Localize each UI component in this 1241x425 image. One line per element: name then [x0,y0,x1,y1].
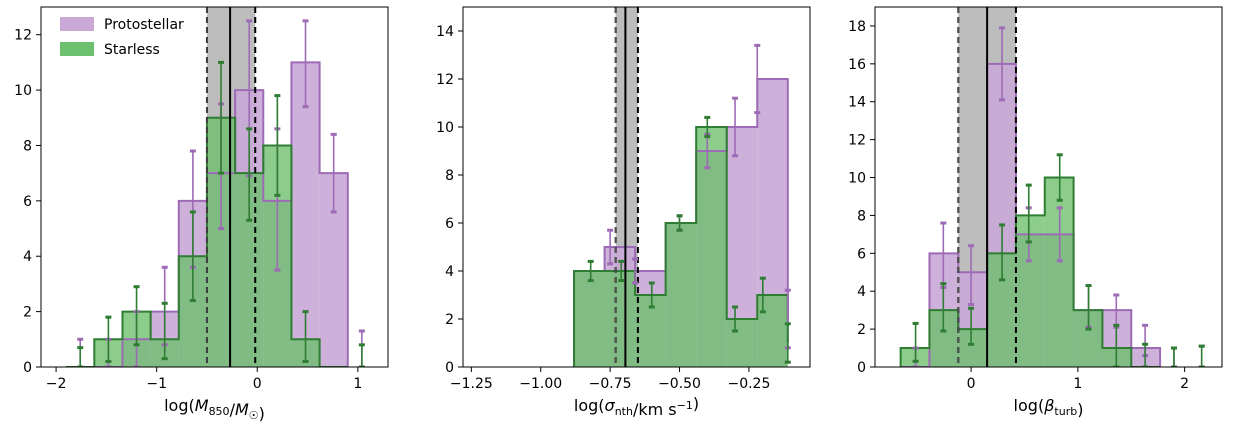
y-tick-label: 4 [23,249,32,265]
starless-bar [1044,177,1074,367]
x-axis-label: log(βturb) [1014,396,1084,419]
y-tick-label: 12 [848,133,866,149]
x-tick-label: −0.50 [658,376,701,392]
y-tick-label: 16 [848,57,866,73]
starless-bar [757,295,788,367]
starless-bar [726,319,758,367]
axes-frame [40,6,389,368]
starless-bar [574,271,605,367]
starless-outline [899,176,1161,367]
x-tick-label: 0 [253,376,262,392]
plot-area [66,7,365,367]
y-tick-label: 12 [436,72,454,88]
y-tick-label: 6 [23,194,32,210]
y-tick-label: 0 [857,360,866,376]
x-tick-label: −1.25 [450,376,493,392]
y-tick-label: 0 [23,360,32,376]
y-tick-label: 2 [445,312,454,328]
y-tick-label: 6 [445,216,454,232]
x-tick-label: 1 [353,376,362,392]
legend: Protostellar Starless [60,17,184,58]
x-tick-label: −2 [46,376,67,392]
legend-label-protostellar: Protostellar [104,17,184,33]
starless-bar [1015,215,1045,367]
y-tick-label: 8 [445,168,454,184]
y-tick-label: 2 [857,322,866,338]
panel-sigma-nth: 0 2 4 6 8 10 12 14 −1.25 −1.00 −0.75 −0.50 −0.25 log(… [436,6,811,419]
y-tick-label: 10 [14,83,32,99]
legend-swatch-starless [60,42,94,56]
y-tick-label: 18 [848,19,866,35]
x-tick-label: −0.75 [589,376,632,392]
x-axis-label: log(σnth/km s−1) [574,394,699,419]
y-tick-label: 0 [445,360,454,376]
y-tick-label: 4 [445,264,454,280]
axes-frame [462,6,811,368]
x-axis-label: log(M850/M☉) [164,396,265,423]
y-tick-label: 14 [848,95,866,111]
y-tick-label: 14 [436,24,454,40]
x-tick-label: −1 [146,376,167,392]
starless-bar [696,127,727,367]
legend-swatch-protostellar [60,17,94,31]
y-tick-label: 6 [857,246,866,262]
plot-area [899,7,1205,367]
x-tick-label: 0 [967,376,976,392]
y-tick-label: 12 [14,28,32,44]
x-tick-label: −0.25 [727,376,770,392]
y-tick-label: 10 [436,120,454,136]
y-tick-label: 2 [23,305,32,321]
x-tick-label: −1.00 [519,376,562,392]
y-tick-label: 8 [23,138,32,154]
y-tick-label: 8 [857,208,866,224]
starless-bar [665,223,697,367]
y-tick-label: 10 [848,171,866,187]
x-tick-label: 2 [1180,376,1189,392]
starless-bar [604,271,636,367]
starless-bar [958,329,988,367]
axes-frame [874,6,1223,368]
panel-mass: 0 2 4 6 8 10 12 −2 −1 0 1 log(M850/M☉) Protostellar S… [14,6,389,423]
legend-label-starless: Starless [104,42,160,58]
x-tick-label: 1 [1073,376,1082,392]
plot-area [573,7,791,367]
y-tick-label: 4 [857,284,866,300]
